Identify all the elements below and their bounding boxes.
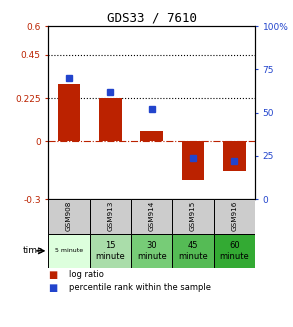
Text: log ratio: log ratio [69,270,104,279]
Text: GSM914: GSM914 [149,201,155,232]
Bar [90,233,131,268]
Text: 30
minute: 30 minute [137,241,166,261]
Text: 15
minute: 15 minute [96,241,125,261]
Bar [172,233,214,268]
Bar [182,141,204,180]
Text: 60
minute: 60 minute [219,241,249,261]
Bar [58,84,80,141]
Bar [172,199,214,233]
Text: GSM915: GSM915 [190,201,196,232]
Text: 45
minute: 45 minute [178,241,208,261]
Bar [90,199,131,233]
Text: GSM908: GSM908 [66,201,72,232]
Bar [131,233,172,268]
Text: ■: ■ [48,283,58,293]
Text: ■: ■ [48,270,58,280]
Bar [223,141,246,171]
Bar [99,98,122,141]
Text: time: time [23,246,43,255]
Bar [131,199,172,233]
Text: 5 minute: 5 minute [55,248,83,253]
Bar [214,199,255,233]
Text: GSM913: GSM913 [107,201,113,232]
Bar [48,199,90,233]
Bar [214,233,255,268]
Text: percentile rank within the sample: percentile rank within the sample [69,283,211,292]
Bar [140,131,163,141]
Bar [48,233,90,268]
Title: GDS33 / 7610: GDS33 / 7610 [107,12,197,25]
Text: GSM916: GSM916 [231,201,237,232]
